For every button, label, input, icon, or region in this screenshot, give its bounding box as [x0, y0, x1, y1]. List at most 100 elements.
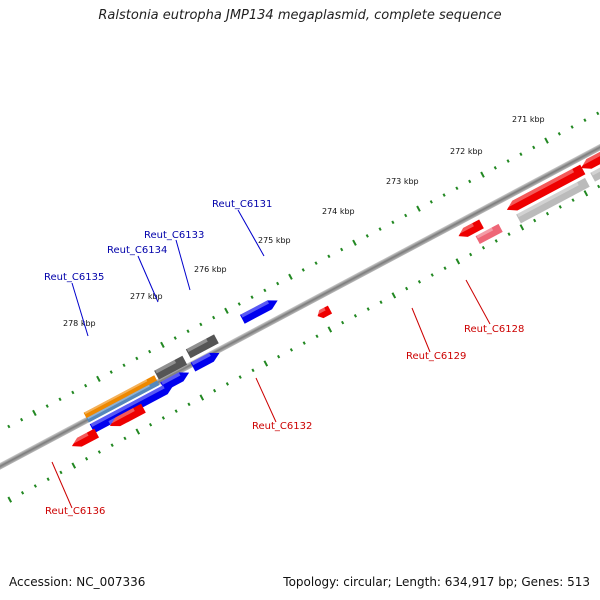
- feature-orange: [83, 375, 158, 419]
- gene-forward-small-b-shade: [161, 372, 181, 385]
- tick-mark-inner: [341, 320, 345, 325]
- gene-reverse-small-body: [458, 219, 484, 237]
- tick-mark-outer: [404, 213, 408, 218]
- gene-forward-small-a: [190, 352, 220, 372]
- tick-mark-inner: [20, 491, 25, 495]
- tick-mark-outer: [45, 404, 49, 408]
- gene-Reut_C6129: [475, 223, 503, 245]
- gene-Reut_C6131-shade: [240, 300, 269, 318]
- tick-mark-inner: [199, 394, 205, 401]
- gene-Reut_C6136: [108, 403, 146, 427]
- tick-mark-outer: [20, 417, 24, 422]
- feature-steel: [86, 380, 160, 423]
- tick-mark-outer: [224, 307, 229, 314]
- gene-reverse-edge-shade: [579, 148, 600, 167]
- tick-mark-outer: [544, 137, 549, 144]
- tick-mark-inner: [597, 184, 600, 189]
- tick-mark-outer: [263, 288, 267, 293]
- gene-Reut_C6128-shade: [505, 168, 575, 208]
- tick-mark-inner: [469, 252, 473, 257]
- leader-line: [175, 239, 191, 291]
- gene-Reut_C6133-shade: [186, 338, 208, 353]
- gene-Reut_C6132: [316, 305, 333, 319]
- tick-mark-inner: [327, 326, 333, 333]
- gene-Reut_C6131: [239, 300, 278, 324]
- gene-label-Reut_C6134[interactable]: Reut_C6134: [107, 245, 167, 256]
- leader-line: [51, 461, 73, 509]
- leader-line: [237, 209, 265, 257]
- tick-mark-outer: [148, 349, 152, 354]
- leader-line: [255, 377, 277, 423]
- kbp-label-273: 273 kbp: [386, 177, 419, 186]
- gene-reverse-left-body: [71, 428, 100, 447]
- gene-Reut_C6129-body: [475, 223, 503, 245]
- tick-mark-inner: [315, 334, 319, 339]
- tick-mark-outer: [122, 363, 126, 368]
- feature-orange-shade: [84, 379, 148, 415]
- kbp-label-272: 272 kbp: [450, 147, 483, 156]
- tick-mark-inner: [263, 360, 269, 367]
- tick-mark-outer: [186, 329, 190, 334]
- tick-mark-inner: [71, 462, 77, 469]
- tick-mark-inner: [353, 314, 358, 318]
- tick-mark-inner: [277, 354, 281, 359]
- gene-features: [70, 144, 600, 447]
- tick-mark-inner: [443, 266, 447, 270]
- tick-mark-outer: [32, 409, 37, 417]
- tick-mark-outer: [468, 179, 472, 184]
- tick-mark-outer: [301, 268, 305, 272]
- tick-mark-inner: [84, 456, 89, 461]
- tick-mark-outer: [96, 375, 101, 382]
- gene-Reut_C6134-body: [154, 355, 188, 380]
- gene-Reut_C6132-shade: [316, 307, 326, 315]
- tick-mark-outer: [480, 171, 485, 178]
- tick-mark-inner: [225, 382, 229, 386]
- gene-label-Reut_C6131[interactable]: Reut_C6131: [212, 199, 272, 210]
- tick-mark-inner: [583, 190, 589, 197]
- gene-label-Reut_C6133[interactable]: Reut_C6133: [144, 230, 204, 241]
- tick-mark-inner: [135, 428, 141, 435]
- gene-reverse-grey-body: [516, 177, 590, 224]
- gene-label-Reut_C6129[interactable]: Reut_C6129: [406, 351, 466, 362]
- tick-mark-inner: [302, 341, 306, 345]
- gene-label-Reut_C6128[interactable]: Reut_C6128: [464, 324, 524, 335]
- scale-ticks: [7, 111, 600, 503]
- kbp-label-274: 274 kbp: [322, 207, 355, 216]
- gene-label-Reut_C6132[interactable]: Reut_C6132: [252, 421, 312, 432]
- tick-mark-inner: [161, 416, 165, 420]
- tick-mark-outer: [237, 302, 241, 306]
- leader-line: [465, 279, 491, 325]
- tick-mark-inner: [238, 375, 242, 379]
- gene-label-Reut_C6135[interactable]: Reut_C6135: [44, 272, 104, 283]
- tick-mark-outer: [391, 220, 395, 225]
- leader-line: [137, 255, 159, 303]
- tick-mark-inner: [494, 239, 498, 243]
- tick-mark-outer: [250, 295, 254, 299]
- tick-mark-outer: [352, 239, 357, 246]
- leader-line: [71, 282, 89, 337]
- topology-summary: Topology: circular; Length: 634,917 bp; …: [283, 575, 590, 589]
- gene-Reut_C6133-body: [185, 334, 219, 359]
- gene-forward-small-a-shade: [191, 352, 211, 366]
- tick-mark-inner: [405, 286, 409, 291]
- gene-Reut_C6132-body: [317, 305, 333, 319]
- tick-mark-outer: [327, 254, 331, 259]
- tick-mark-inner: [174, 409, 178, 413]
- gene-Reut_C6133: [185, 334, 219, 359]
- tick-mark-outer: [429, 200, 433, 204]
- tick-mark-inner: [545, 211, 550, 216]
- tick-mark-outer: [532, 145, 536, 150]
- gene-reverse-small-shade: [457, 223, 474, 235]
- kbp-label-278: 278 kbp: [63, 319, 96, 328]
- tick-mark-outer: [455, 186, 459, 191]
- gene-reverse-small: [457, 219, 484, 237]
- tick-mark-inner: [507, 232, 511, 236]
- tick-mark-outer: [212, 315, 216, 320]
- gene-Reut_C6134-shade: [155, 359, 177, 374]
- tick-mark-outer: [570, 125, 574, 129]
- tick-mark-inner: [110, 443, 114, 447]
- gene-label-Reut_C6136[interactable]: Reut_C6136: [45, 506, 105, 517]
- gene-reverse-grey: [516, 177, 590, 224]
